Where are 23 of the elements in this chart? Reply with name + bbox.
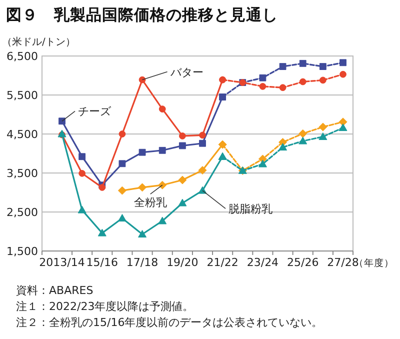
- x-tick-label: 19/20: [166, 256, 198, 269]
- series-label: バター: [169, 66, 204, 79]
- x-tick-label: 27/28: [327, 256, 359, 269]
- series-label: 全粉乳: [134, 196, 167, 210]
- text: 資料：ABARES: [16, 284, 94, 297]
- y-tick-label: 4,500: [6, 128, 38, 141]
- text: 注１：2022/23年度以降は予測値。: [16, 300, 194, 313]
- y-tick-label: 1,500: [6, 245, 38, 258]
- text: 脱脂粉乳: [228, 202, 272, 216]
- x-tick-label: 17/18: [126, 256, 158, 269]
- x-tick-label: 15/16: [86, 256, 118, 269]
- text: 注２：全粉乳の15/16年度以前のデータは公表されていない。: [16, 316, 323, 329]
- series-label: チーズ: [78, 105, 112, 118]
- chart-title: 図９ 乳製品国際価格の推移と見通し: [6, 6, 278, 24]
- y-tick-label: 6,500: [6, 50, 38, 63]
- x-tick-label: 25/26: [287, 256, 319, 269]
- y-tick-label: 2,500: [6, 206, 38, 219]
- x-tick-label: 21/22: [206, 256, 238, 269]
- y-tick-label: 3,500: [6, 167, 38, 180]
- x-tick-label: 2013/14: [39, 256, 85, 269]
- y-axis-title: （米ドル/トン）: [2, 36, 76, 48]
- y-tick-label: 5,500: [6, 89, 38, 102]
- x-tick-label: 23/24: [246, 256, 279, 269]
